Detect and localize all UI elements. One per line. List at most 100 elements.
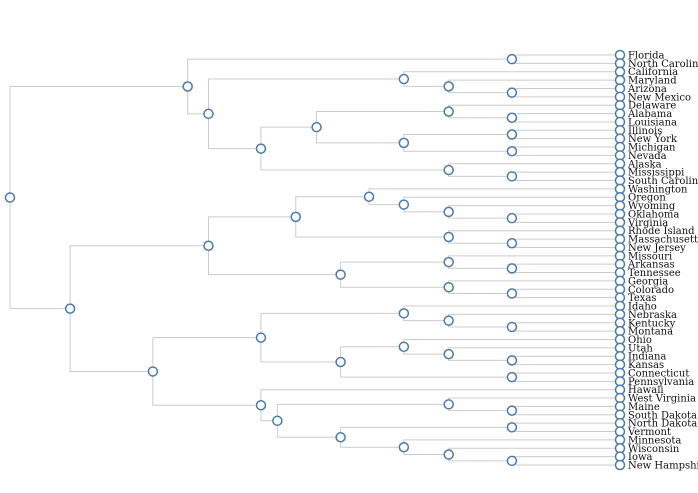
branch-node[interactable] xyxy=(398,341,410,353)
tree-link xyxy=(316,127,404,144)
tree-link xyxy=(403,305,620,314)
tree-link xyxy=(511,213,620,219)
tree-link xyxy=(260,312,404,338)
branch-node[interactable] xyxy=(203,240,214,251)
branch-node[interactable] xyxy=(443,81,454,92)
branch-node[interactable] xyxy=(398,137,410,149)
branch-node[interactable] xyxy=(506,171,518,182)
branch-node[interactable] xyxy=(506,129,518,140)
branch-node[interactable] xyxy=(290,211,302,223)
tree-link xyxy=(448,447,620,455)
branch-node[interactable] xyxy=(443,106,454,117)
tree-link xyxy=(69,308,153,372)
branch-node[interactable] xyxy=(398,441,410,453)
leaf-label: Oklahoma xyxy=(628,209,679,220)
tree-link xyxy=(448,236,512,244)
branch-node[interactable] xyxy=(255,400,267,411)
tree-link xyxy=(448,262,512,269)
branch-node[interactable] xyxy=(506,405,518,416)
tree-link xyxy=(207,113,261,150)
branch-node[interactable] xyxy=(255,143,267,154)
leaf-label: Washington xyxy=(628,184,688,195)
tree-link xyxy=(403,142,512,152)
node-layer xyxy=(4,49,626,471)
leaf-label: Oregon xyxy=(628,193,666,204)
branch-node[interactable] xyxy=(363,191,375,202)
branch-node[interactable] xyxy=(506,455,518,467)
tree-link xyxy=(260,389,620,406)
branch-node[interactable] xyxy=(182,81,193,92)
leaf-label: Maine xyxy=(628,402,660,413)
tree-link xyxy=(295,216,449,238)
branch-node[interactable] xyxy=(506,422,518,433)
leaf-label: Maryland xyxy=(628,76,677,87)
tree-link xyxy=(448,163,620,171)
leaf-label: Utah xyxy=(628,343,653,354)
branch-node[interactable] xyxy=(255,332,267,343)
leaf-label: North Carolina xyxy=(628,59,698,70)
branch-node[interactable] xyxy=(398,73,410,85)
leaf-label: Wyoming xyxy=(628,201,676,212)
branch-node[interactable] xyxy=(335,432,346,443)
tree-link xyxy=(511,92,620,98)
branch-node[interactable] xyxy=(398,199,410,210)
tree-link xyxy=(448,397,620,405)
branch-node[interactable] xyxy=(443,281,454,293)
branch-node[interactable] xyxy=(506,263,518,274)
leaf-label: Colorado xyxy=(628,285,674,296)
leaf-label: Florida xyxy=(628,51,665,62)
tree-link xyxy=(276,420,341,438)
leaf-label: Tennessee xyxy=(628,268,681,279)
branch-node[interactable] xyxy=(506,371,518,383)
tree-link xyxy=(340,261,449,275)
tree-link xyxy=(403,196,620,205)
tree-link xyxy=(511,243,620,248)
branch-node[interactable] xyxy=(203,108,214,120)
branch-node[interactable] xyxy=(443,315,454,326)
tree-link xyxy=(511,360,620,366)
branch-node[interactable] xyxy=(4,192,16,203)
tree-link xyxy=(152,371,261,406)
tree-link xyxy=(340,437,404,448)
tree-link xyxy=(368,196,404,206)
branch-node[interactable] xyxy=(506,87,518,98)
tree-link xyxy=(340,426,512,438)
tree-link xyxy=(448,86,512,94)
branch-node[interactable] xyxy=(64,303,76,314)
tree-link xyxy=(403,439,620,448)
tree-link xyxy=(511,218,620,223)
branch-node[interactable] xyxy=(147,366,159,377)
branch-node[interactable] xyxy=(272,415,283,427)
leaf-label: California xyxy=(628,67,678,78)
branch-node[interactable] xyxy=(443,348,454,360)
leaf-label: Kansas xyxy=(628,360,664,371)
branch-node[interactable] xyxy=(335,269,346,280)
branch-node[interactable] xyxy=(443,231,454,243)
leaf-label: Vermont xyxy=(627,427,671,438)
branch-node[interactable] xyxy=(443,164,454,176)
branch-node[interactable] xyxy=(506,145,518,157)
branch-node[interactable] xyxy=(311,121,322,133)
branch-node[interactable] xyxy=(506,288,518,299)
branch-node[interactable] xyxy=(398,308,410,319)
leaf-label: Iowa xyxy=(628,452,653,463)
tree-link xyxy=(448,454,512,462)
leaf-label: Arizona xyxy=(627,84,667,95)
branch-node[interactable] xyxy=(506,321,518,333)
tree-link xyxy=(511,59,620,64)
leaf-label: Delaware xyxy=(628,101,676,112)
branch-node[interactable] xyxy=(443,449,454,460)
branch-node[interactable] xyxy=(506,53,518,65)
branch-node[interactable] xyxy=(335,356,346,368)
branch-node[interactable] xyxy=(506,355,518,366)
tree-link xyxy=(403,346,449,355)
branch-node[interactable] xyxy=(443,256,454,268)
leaf-node[interactable] xyxy=(614,459,626,471)
branch-node[interactable] xyxy=(443,399,454,410)
branch-node[interactable] xyxy=(443,206,454,218)
branch-node[interactable] xyxy=(506,238,518,249)
tree-link xyxy=(448,255,620,263)
branch-node[interactable] xyxy=(506,112,518,124)
branch-node[interactable] xyxy=(506,212,518,224)
